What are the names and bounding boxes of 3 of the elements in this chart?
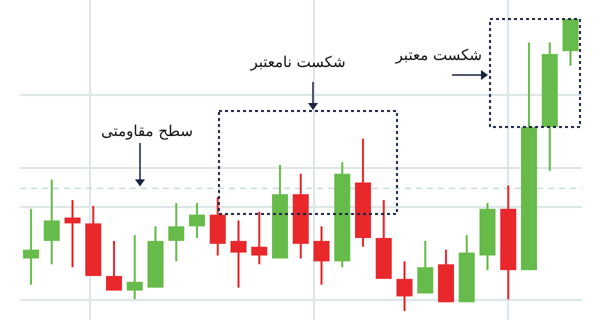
annotation: شکست نامعتبر (249, 53, 346, 71)
ref-line-label: سطح مقاومتی (101, 122, 193, 140)
annotation: شکست معتبر (394, 46, 482, 64)
